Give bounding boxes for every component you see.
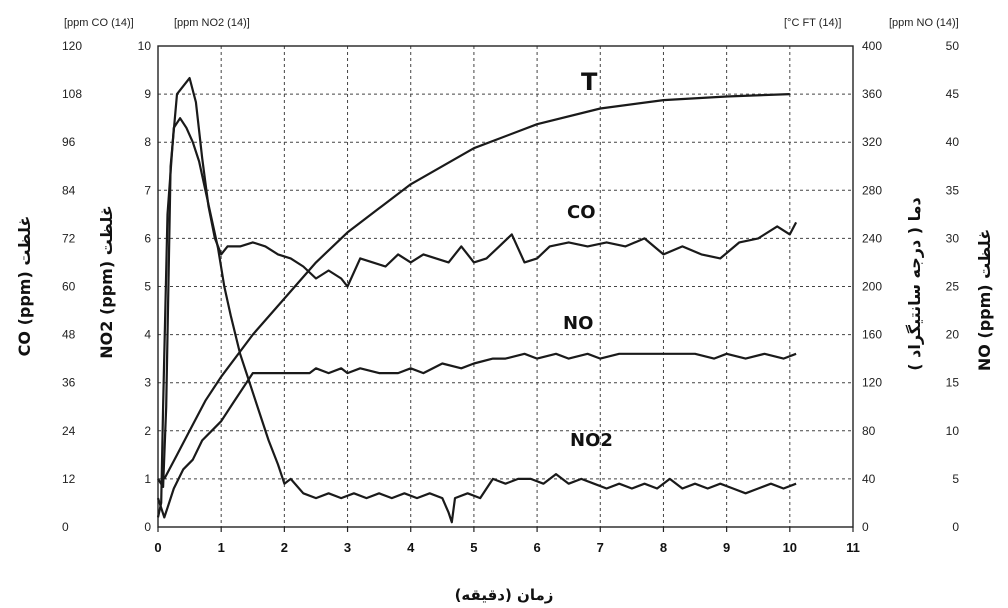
- no-tick-label: 15: [946, 376, 960, 390]
- temp-tick-label: 360: [862, 87, 882, 101]
- x-tick-label: 5: [470, 540, 477, 555]
- co-tick-label: 24: [62, 424, 76, 438]
- x-tick-label: 9: [723, 540, 730, 555]
- no2-tick-label: 2: [144, 424, 151, 438]
- no-tick-label: 30: [946, 231, 960, 245]
- co-axis-label: غلظت CO (ppm): [15, 216, 34, 357]
- temp-axis-unit: [°C FT (14)]: [784, 17, 841, 29]
- series-label-t: T: [581, 68, 598, 96]
- co-tick-label: 108: [62, 87, 82, 101]
- series-line-no: [156, 352, 797, 519]
- x-axis-ticks: 0 1 2 3 4 5 6 7 8 9 10 11: [154, 527, 860, 555]
- x-tick-label: 11: [846, 540, 860, 555]
- co-axis-ticks: 0 12 24 36 48 60 72 84 96 108 120: [62, 39, 82, 534]
- co-tick-label: 12: [62, 472, 76, 486]
- x-axis-label: زمان (دقیقه): [455, 586, 554, 604]
- co-tick-label: 120: [62, 39, 82, 53]
- x-tick-label: 0: [154, 540, 161, 555]
- series-line-t: [163, 93, 790, 480]
- x-tick-label: 3: [344, 540, 351, 555]
- temp-axis-ticks: 0 40 80 120 160 200 240 280 320 360 400: [862, 39, 882, 534]
- temp-tick-label: 400: [862, 39, 882, 53]
- x-tick-label: 7: [597, 540, 604, 555]
- temp-tick-label: 200: [862, 280, 882, 294]
- no-tick-label: 5: [952, 472, 959, 486]
- no-axis-unit: [ppm NO (14)]: [889, 17, 959, 29]
- co-tick-label: 48: [62, 328, 76, 342]
- co-tick-label: 60: [62, 280, 76, 294]
- series-label-no: NO: [563, 313, 593, 334]
- co-tick-label: 84: [62, 183, 76, 197]
- series-line-co: [157, 76, 798, 488]
- x-tick-label: 6: [533, 540, 540, 555]
- temp-tick-label: 280: [862, 183, 882, 197]
- no2-axis-unit: [ppm NO2 (14)]: [174, 17, 250, 29]
- x-tick-label: 4: [407, 540, 415, 555]
- no-tick-label: 25: [946, 280, 960, 294]
- co-tick-label: 72: [62, 231, 76, 245]
- temp-tick-label: 120: [862, 376, 882, 390]
- series-lines: [156, 76, 798, 524]
- temp-tick-label: 160: [862, 328, 882, 342]
- no2-tick-label: 10: [138, 39, 152, 53]
- co-tick-label: 0: [62, 520, 69, 534]
- temp-axis-label: دما ( درجه سانتیگراد ): [905, 197, 924, 370]
- no2-tick-label: 1: [144, 472, 151, 486]
- x-tick-label: 1: [218, 540, 225, 555]
- x-tick-label: 2: [281, 540, 288, 555]
- series-label-co: CO: [567, 202, 596, 223]
- no-tick-label: 45: [946, 87, 960, 101]
- no-tick-label: 50: [946, 39, 960, 53]
- temp-tick-label: 80: [862, 424, 876, 438]
- series-label-no2: NO2: [570, 430, 613, 451]
- no-axis-label: غلظت NO (ppm): [975, 229, 994, 371]
- no-axis-ticks: 0 5 10 15 20 25 30 35 40 45 50: [946, 39, 960, 534]
- no2-tick-label: 9: [144, 87, 151, 101]
- temp-tick-label: 0: [862, 520, 869, 534]
- no2-tick-label: 7: [144, 183, 151, 197]
- co-axis-unit: [ppm CO (14)]: [64, 17, 134, 29]
- no-tick-label: 20: [946, 328, 960, 342]
- co-tick-label: 36: [62, 376, 76, 390]
- temp-tick-label: 240: [862, 231, 882, 245]
- no2-tick-label: 3: [144, 376, 151, 390]
- x-tick-label: 8: [660, 540, 667, 555]
- no-tick-label: 40: [946, 135, 960, 149]
- no-tick-label: 0: [952, 520, 959, 534]
- no2-tick-label: 5: [144, 280, 151, 294]
- co-tick-label: 96: [62, 135, 76, 149]
- series-line-no2: [156, 117, 797, 524]
- no2-tick-label: 0: [144, 520, 151, 534]
- plot-frame: [157, 45, 854, 528]
- temp-tick-label: 40: [862, 472, 876, 486]
- temp-tick-label: 320: [862, 135, 882, 149]
- no-tick-label: 10: [946, 424, 960, 438]
- grid: [158, 46, 853, 527]
- no2-axis-ticks: 0 1 2 3 4 5 6 7 8 9 10: [138, 39, 152, 534]
- no-tick-label: 35: [946, 183, 960, 197]
- no2-tick-label: 4: [144, 328, 151, 342]
- no2-tick-label: 6: [144, 231, 151, 245]
- x-tick-label: 10: [783, 540, 797, 555]
- no2-tick-label: 8: [144, 135, 151, 149]
- no2-axis-label: غلظت NO2 (ppm): [97, 205, 116, 358]
